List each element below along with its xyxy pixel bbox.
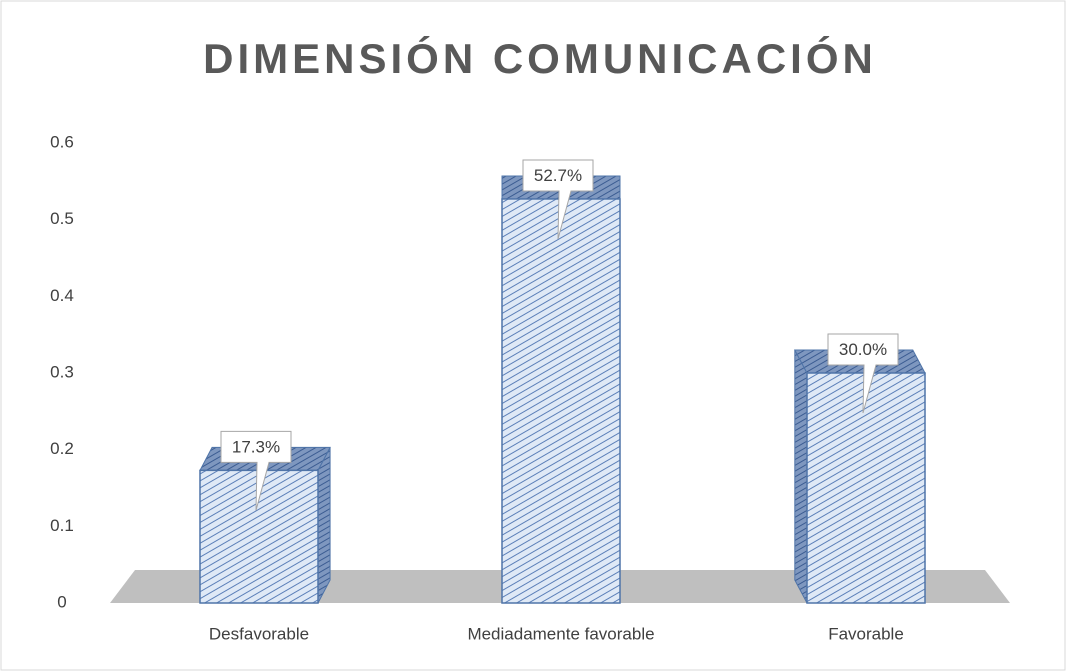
data-label-callout xyxy=(827,333,899,414)
x-tick-label: Desfavorable xyxy=(209,624,309,643)
bar xyxy=(501,198,621,604)
y-tick-label: 0.1 xyxy=(50,516,74,535)
bar-side xyxy=(317,447,331,604)
y-tick-label: 0.2 xyxy=(50,439,74,458)
x-tick-label: Favorable xyxy=(828,624,904,643)
data-label: 17.3% xyxy=(232,437,280,456)
y-tick-label: 0.6 xyxy=(50,132,74,151)
data-label: 30.0% xyxy=(839,340,887,359)
y-tick-label: 0.5 xyxy=(50,209,74,228)
bar xyxy=(806,372,926,604)
x-tick-label: Mediadamente favorable xyxy=(467,624,654,643)
y-tick-label: 0 xyxy=(57,592,66,611)
data-label-callout xyxy=(220,430,292,511)
data-label-callout xyxy=(522,159,594,240)
bar-side xyxy=(794,349,808,604)
y-tick-label: 0.3 xyxy=(50,362,74,381)
data-label: 52.7% xyxy=(534,166,582,185)
chart-title: DIMENSIÓN COMUNICACIÓN xyxy=(203,34,877,82)
y-tick-label: 0.4 xyxy=(50,286,74,305)
